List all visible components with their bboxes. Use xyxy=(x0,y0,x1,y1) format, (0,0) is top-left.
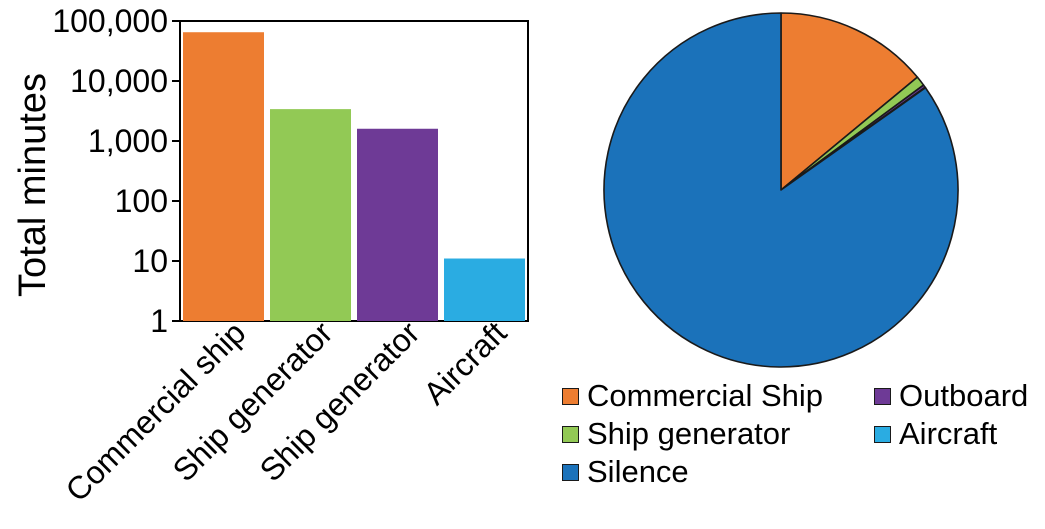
pie-slice xyxy=(780,12,919,191)
legend-swatch xyxy=(562,387,579,405)
y-tick-label: 1 xyxy=(150,303,168,339)
y-tick-label: 1,000 xyxy=(88,123,168,159)
legend-swatch xyxy=(562,425,579,443)
legend-label: Outboard xyxy=(899,378,1029,413)
legend-label: Silence xyxy=(587,454,689,489)
x-tick-label: Aircraft xyxy=(416,314,513,411)
plot-frame xyxy=(179,20,529,322)
y-tick-label: 10,000 xyxy=(70,63,168,99)
pie-slices xyxy=(603,12,959,368)
pie-slice xyxy=(603,12,959,368)
legend-item-outboard: Outboard xyxy=(874,378,1028,414)
pie-legend: Commercial Ship Outboard Ship generator … xyxy=(562,378,1042,490)
pie-chart xyxy=(603,12,959,368)
x-tick-label: Ship generator xyxy=(253,314,427,488)
legend-item-silence: Silence xyxy=(562,454,689,490)
legend-item-commercial-ship: Commercial Ship xyxy=(562,378,823,414)
bar xyxy=(270,109,351,321)
bar xyxy=(357,128,438,321)
y-tick-label: 10 xyxy=(132,243,168,279)
bar xyxy=(183,32,264,322)
y-tick-label: 100 xyxy=(115,183,168,219)
legend-label: Aircraft xyxy=(899,416,998,451)
legend-swatch xyxy=(874,425,891,443)
y-tick-label: 100,000 xyxy=(52,3,168,39)
legend-swatch xyxy=(874,387,891,405)
legend-swatch xyxy=(562,463,579,481)
legend-item-aircraft: Aircraft xyxy=(874,416,997,452)
legend-item-ship-generator: Ship generator xyxy=(562,416,790,452)
bar-marks xyxy=(183,32,525,322)
y-axis-label: Total minutes xyxy=(12,73,54,297)
legend-label: Commercial Ship xyxy=(587,378,824,413)
bar xyxy=(444,258,525,321)
legend-label: Ship generator xyxy=(587,416,791,451)
